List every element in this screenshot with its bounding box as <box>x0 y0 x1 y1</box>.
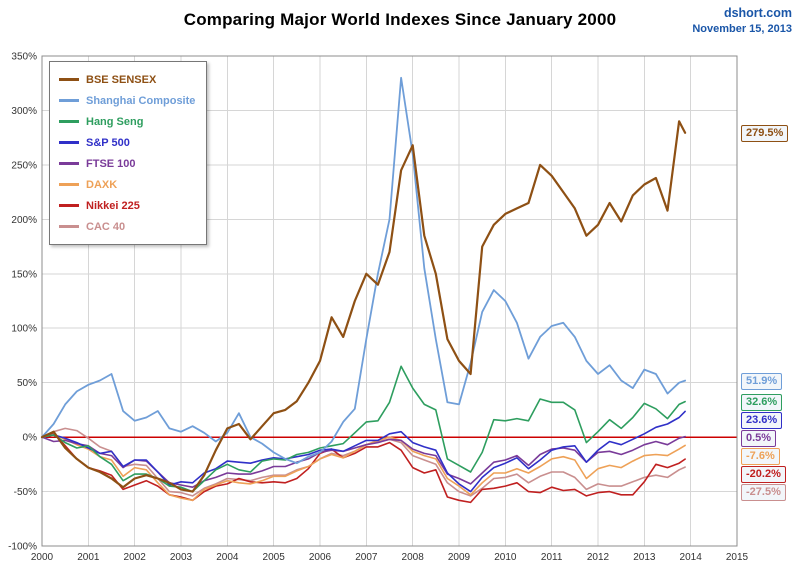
legend-line-swatch <box>59 141 79 144</box>
y-tick-label: 250% <box>11 160 37 171</box>
plot-border <box>41 55 738 547</box>
site-name: dshort.com <box>723 6 792 20</box>
x-tick-label: 2008 <box>402 552 425 563</box>
x-tick-label: 2004 <box>216 552 239 563</box>
legend-line-swatch <box>59 225 79 228</box>
series-line-ftse-100 <box>41 435 686 489</box>
legend-line-swatch <box>59 204 79 207</box>
x-tick-label: 2001 <box>77 552 100 563</box>
y-tick-label: -100% <box>8 542 37 553</box>
y-tick-label: 350% <box>11 52 37 63</box>
x-tick-label: 2009 <box>448 552 471 563</box>
chart-title: Comparing Major World Indexes Since Janu… <box>183 10 617 29</box>
legend-item: Shanghai Composite <box>59 90 195 111</box>
legend-item: FTSE 100 <box>59 153 195 174</box>
x-tick-label: 2011 <box>541 552 563 563</box>
end-value-label: -27.5% <box>741 483 786 501</box>
x-tick-label: 2000 <box>31 552 54 563</box>
x-tick-label: 2006 <box>309 552 332 563</box>
end-value-label: 0.5% <box>741 429 777 447</box>
legend-label: BSE SENSEX <box>86 73 157 86</box>
x-tick-label: 2014 <box>680 552 703 563</box>
x-tick-label: 2005 <box>263 552 286 563</box>
end-value-label: 23.6% <box>741 411 783 429</box>
series-line-bse-sensex <box>40 120 687 493</box>
legend-label: Nikkei 225 <box>86 199 140 212</box>
legend-label: S&P 500 <box>86 136 130 149</box>
y-tick-label: 0% <box>23 433 38 444</box>
end-value-label: -20.2% <box>741 465 786 483</box>
x-tick-label: 2010 <box>494 552 517 563</box>
legend-label: FTSE 100 <box>86 157 136 170</box>
x-tick-label: 2003 <box>170 552 193 563</box>
y-tick-label: 300% <box>11 106 37 117</box>
legend-label: Shanghai Composite <box>86 94 196 107</box>
legend-item: S&P 500 <box>59 132 195 153</box>
x-tick-label: 2002 <box>124 552 147 563</box>
legend-item: CAC 40 <box>59 216 195 237</box>
legend-line-swatch <box>59 99 79 102</box>
x-tick-label: 2012 <box>587 552 610 563</box>
x-tick-label: 2013 <box>633 552 656 563</box>
brand-block: dshort.com November 15, 2013 <box>692 6 792 35</box>
legend-item: DAXK <box>59 174 195 195</box>
legend-label: Hang Seng <box>86 115 144 128</box>
y-tick-label: 50% <box>17 378 37 389</box>
x-tick-label: 2007 <box>355 552 378 563</box>
legend-line-swatch <box>59 78 79 81</box>
legend-line-swatch <box>59 183 79 186</box>
y-tick-label: 200% <box>11 215 37 226</box>
series-line-shanghai-composite <box>41 76 686 465</box>
legend-item: Hang Seng <box>59 111 195 132</box>
series-line-cac-40 <box>41 427 686 497</box>
series-line-nikkei-225 <box>41 431 686 504</box>
legend: BSE SENSEX Shanghai Composite Hang Seng S&P… <box>49 61 208 245</box>
y-tick-label: 150% <box>11 269 37 280</box>
y-tick-label: 100% <box>11 324 37 335</box>
end-value-label: 279.5% <box>741 124 789 142</box>
series-line-s-p-500 <box>41 410 686 493</box>
y-tick-label: -50% <box>14 487 37 498</box>
date-label: November 15, 2013 <box>692 23 792 35</box>
legend-label: CAC 40 <box>86 220 126 233</box>
legend-item: BSE SENSEX <box>59 69 195 90</box>
legend-item: Nikkei 225 <box>59 195 195 216</box>
end-value-label: -7.6% <box>741 447 780 465</box>
legend-label: DAXK <box>86 178 118 191</box>
chart: -100% -50% 0% 50% 100% 150% 200% 250% 300% 350% 20… <box>8 52 749 564</box>
end-value-label: 32.6% <box>741 393 783 411</box>
x-tick-label: 2015 <box>726 552 749 563</box>
legend-line-swatch <box>59 162 79 165</box>
end-value-label: 51.9% <box>741 372 783 390</box>
series-line-hang-seng <box>41 365 686 493</box>
legend-line-swatch <box>59 120 79 123</box>
